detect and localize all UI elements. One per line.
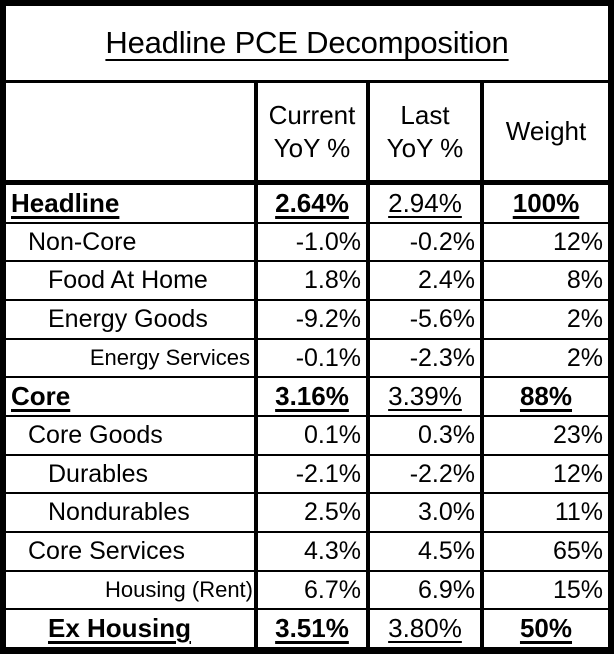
current-yoy-value: 3.51% (254, 610, 366, 648)
weight-value: 12% (480, 223, 608, 261)
current-yoy-value: 1.8% (254, 262, 366, 300)
table-row-housing-rent: Housing (Rent) 6.7% 6.9% 15% (6, 571, 608, 611)
last-yoy-value: 0.3% (366, 417, 480, 454)
table-title: Headline PCE Decomposition (105, 25, 509, 60)
row-label: Nondurables (48, 498, 190, 527)
current-yoy-value: 4.3% (254, 533, 366, 570)
row-label: Energy Services (89, 345, 250, 371)
header-current-yoy: Current YoY % (254, 83, 366, 180)
table-row-core-services: Core Services 4.3% 4.5% 65% (6, 533, 608, 572)
last-yoy-value: 2.94% (366, 185, 480, 222)
weight-value: 11% (480, 494, 608, 532)
weight-value: 12% (480, 455, 608, 493)
table-row-ex-housing: Ex Housing 3.51% 3.80% 50% (6, 610, 608, 648)
row-label: Headline (11, 187, 120, 218)
row-label: Core Services (28, 536, 185, 565)
weight-value: 100% (480, 185, 608, 222)
row-label: Core (11, 381, 71, 412)
weight-value: 65% (480, 533, 608, 570)
header-last-yoy: Last YoY % (366, 83, 480, 180)
last-yoy-value: 4.5% (366, 533, 480, 570)
row-label: Food At Home (48, 266, 208, 295)
row-label: Durables (48, 459, 149, 488)
table-row-durables: Durables -2.1% -2.2% 12% (6, 455, 608, 495)
last-yoy-value: 3.80% (366, 610, 480, 648)
table-row-nondurables: Nondurables 2.5% 3.0% 11% (6, 494, 608, 534)
weight-value: 8% (480, 262, 608, 300)
table-row-energy-services: Energy Services -0.1% -2.3% 2% (6, 339, 608, 379)
current-yoy-value: -2.1% (254, 455, 366, 493)
current-yoy-value: 3.16% (254, 378, 366, 416)
weight-value: 2% (480, 301, 608, 338)
last-yoy-value: -0.2% (366, 223, 480, 261)
row-label: Ex Housing (48, 613, 192, 644)
current-yoy-value: -9.2% (254, 301, 366, 338)
column-header-row: Current YoY % Last YoY % Weight (6, 83, 608, 185)
row-label: Housing (Rent) (105, 577, 253, 603)
table-row-non-core: Non-Core -1.0% -0.2% 12% (6, 223, 608, 263)
last-yoy-value: -2.3% (366, 339, 480, 377)
weight-value: 50% (480, 610, 608, 648)
table-row-headline: Headline 2.64% 2.94% 100% (6, 185, 608, 224)
last-yoy-value: 3.0% (366, 494, 480, 532)
table-body: Headline 2.64% 2.94% 100% Non-Core -1.0%… (6, 185, 608, 648)
row-label: Energy Goods (48, 304, 208, 333)
current-yoy-value: -1.0% (254, 223, 366, 261)
last-yoy-value: 2.4% (366, 262, 480, 300)
last-yoy-value: -5.6% (366, 301, 480, 338)
current-yoy-value: 6.7% (254, 571, 366, 609)
current-yoy-value: 0.1% (254, 417, 366, 454)
last-yoy-value: 6.9% (366, 571, 480, 609)
current-yoy-value: -0.1% (254, 339, 366, 377)
row-label: Non-Core (28, 227, 137, 256)
weight-value: 2% (480, 339, 608, 377)
last-yoy-value: -2.2% (366, 455, 480, 493)
current-yoy-value: 2.64% (254, 185, 366, 222)
title-row: Headline PCE Decomposition (6, 6, 608, 83)
last-yoy-value: 3.39% (366, 378, 480, 416)
weight-value: 23% (480, 417, 608, 454)
header-blank-cell (6, 83, 254, 180)
header-weight: Weight (480, 83, 608, 180)
table-row-energy-goods: Energy Goods -9.2% -5.6% 2% (6, 301, 608, 340)
current-yoy-value: 2.5% (254, 494, 366, 532)
table-row-core: Core 3.16% 3.39% 88% (6, 378, 608, 418)
table-row-core-goods: Core Goods 0.1% 0.3% 23% (6, 417, 608, 456)
row-label: Core Goods (28, 420, 163, 449)
table-row-food-at-home: Food At Home 1.8% 2.4% 8% (6, 262, 608, 302)
weight-value: 15% (480, 571, 608, 609)
weight-value: 88% (480, 378, 608, 416)
